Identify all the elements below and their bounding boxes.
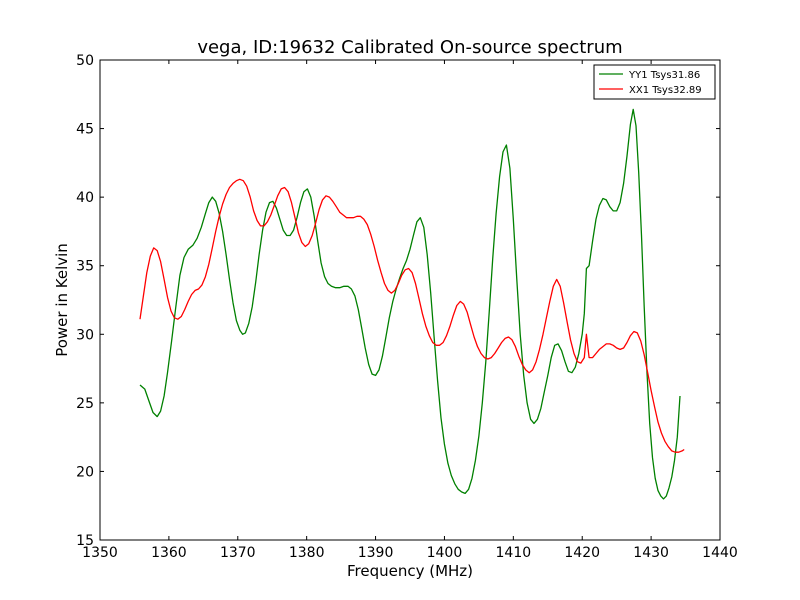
x-tick-label: 1390 bbox=[358, 545, 394, 561]
legend: YY1 Tsys31.86 XX1 Tsys32.89 bbox=[593, 64, 716, 100]
x-tick-label: 1430 bbox=[633, 545, 669, 561]
y-axis-label: Power in Kelvin bbox=[53, 243, 71, 357]
series-layer bbox=[139, 108, 685, 500]
series-line-xx1 bbox=[139, 178, 685, 453]
y-tick-label: 35 bbox=[76, 259, 94, 275]
x-axis-label: Frequency (MHz) bbox=[347, 562, 473, 580]
y-tick-label: 45 bbox=[76, 122, 94, 138]
x-tick-label: 1370 bbox=[220, 545, 256, 561]
y-tick-label: 25 bbox=[76, 396, 94, 412]
plot-area bbox=[99, 59, 721, 541]
x-axis: 1350 1360 1370 1380 1390 1400 1410 1420 1430 1440 bbox=[82, 60, 738, 561]
y-tick-label: 20 bbox=[76, 464, 94, 480]
legend-box bbox=[593, 64, 716, 100]
y-tick-label: 15 bbox=[76, 533, 94, 549]
y-tick-label: 40 bbox=[76, 190, 94, 206]
y-tick-label: 50 bbox=[76, 53, 94, 69]
legend-label-yy1: YY1 Tsys31.86 bbox=[628, 70, 700, 81]
y-axis: 15 20 25 30 35 40 45 50 bbox=[76, 53, 720, 549]
chart-title: vega, ID:19632 Calibrated On-source spec… bbox=[197, 37, 622, 58]
x-tick-label: 1410 bbox=[496, 545, 532, 561]
x-tick-label: 1350 bbox=[82, 545, 118, 561]
x-tick-label: 1360 bbox=[151, 545, 187, 561]
x-tick-label: 1400 bbox=[427, 545, 463, 561]
legend-label-xx1: XX1 Tsys32.89 bbox=[629, 85, 702, 96]
x-tick-label: 1440 bbox=[702, 545, 738, 561]
series-line-yy1 bbox=[139, 108, 681, 500]
x-tick-label: 1420 bbox=[564, 545, 600, 561]
x-tick-label: 1380 bbox=[289, 545, 325, 561]
y-tick-label: 30 bbox=[76, 327, 94, 343]
